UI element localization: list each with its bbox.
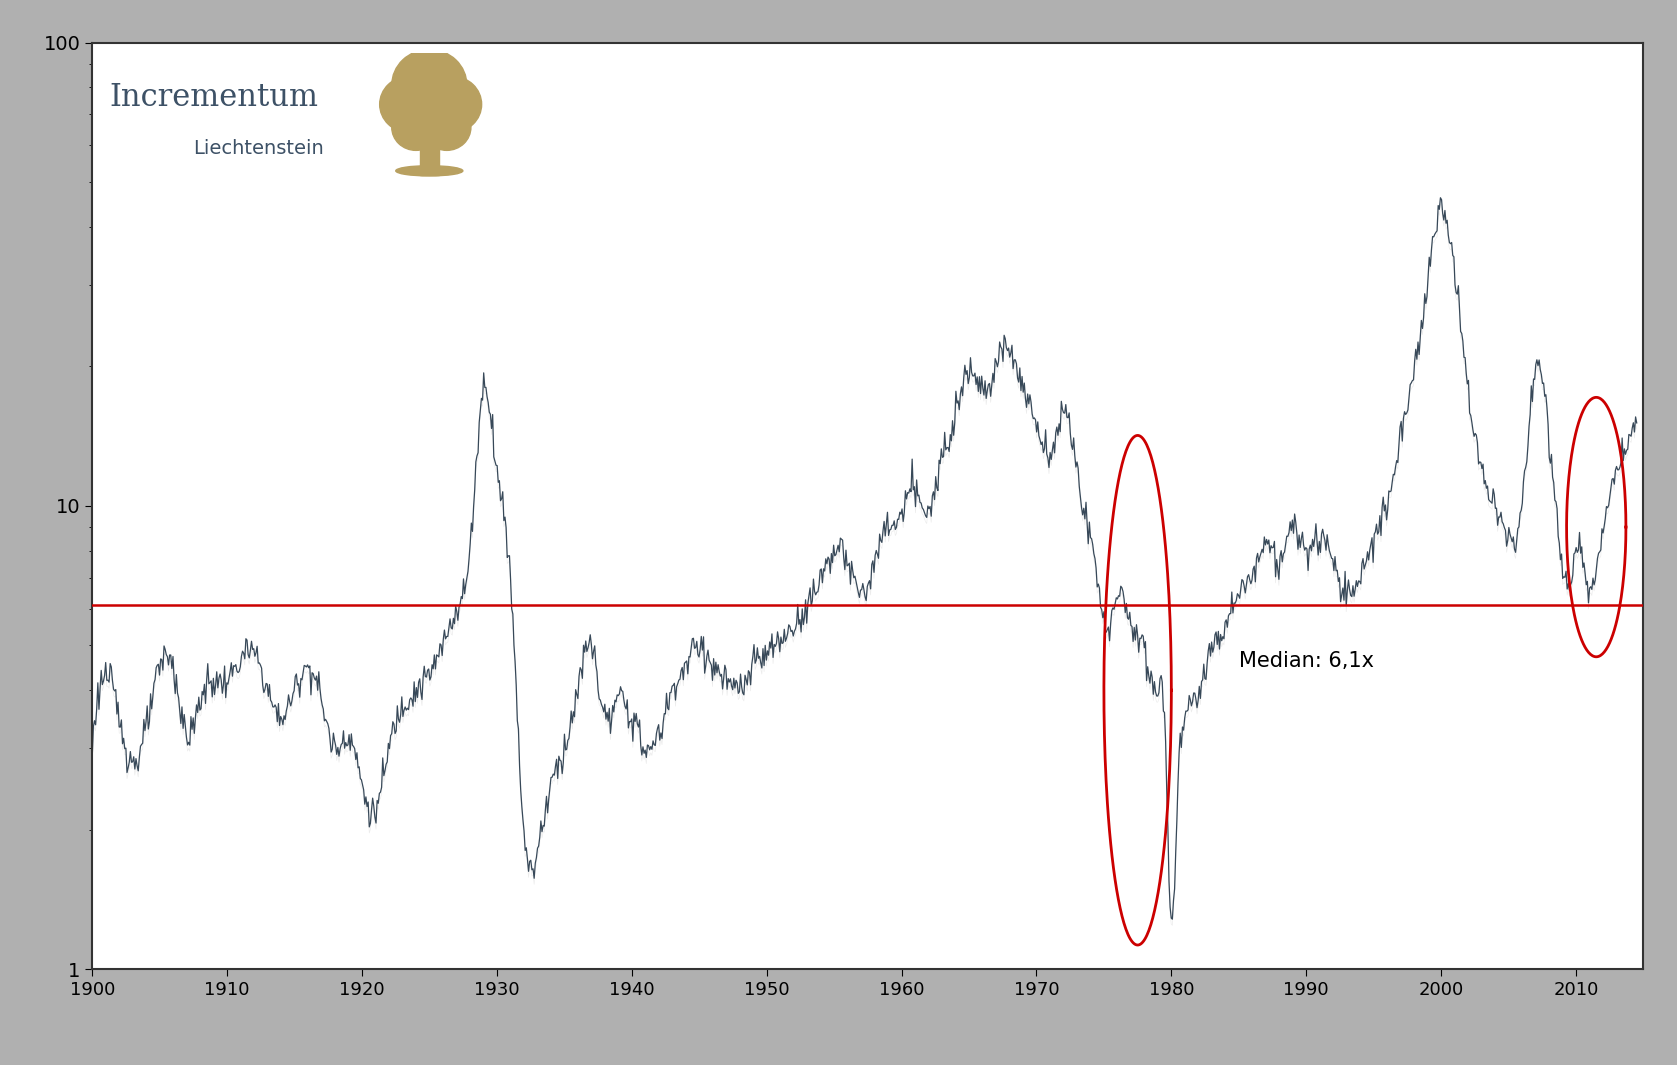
Circle shape: [396, 79, 463, 143]
Text: Liechtenstein: Liechtenstein: [193, 140, 324, 159]
Circle shape: [423, 77, 481, 132]
Circle shape: [392, 104, 439, 150]
Bar: [419, 143, 439, 175]
Text: Incrementum: Incrementum: [109, 82, 319, 114]
Circle shape: [392, 49, 466, 121]
Text: Median: 6,1x: Median: 6,1x: [1239, 651, 1373, 671]
Ellipse shape: [396, 166, 463, 176]
Circle shape: [423, 104, 471, 150]
Circle shape: [379, 77, 439, 132]
